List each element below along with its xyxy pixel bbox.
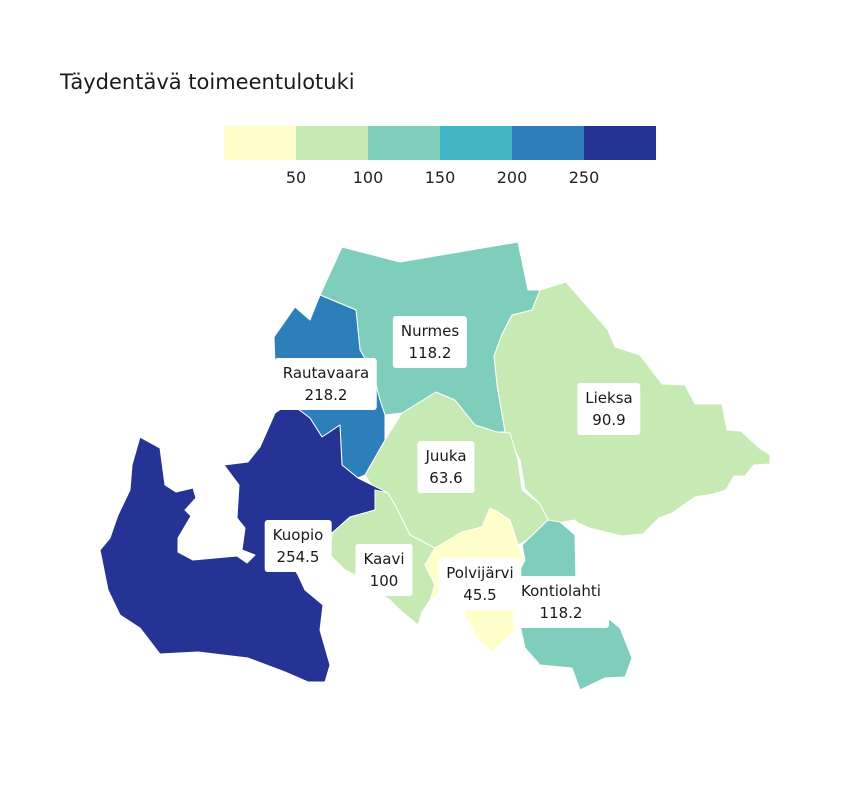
legend-ticks: 50 100 150 200 250 <box>224 168 656 190</box>
region-name: Kontiolahti <box>521 582 601 600</box>
label-polvijarvi: Polvijärvi 45.5 <box>438 558 522 610</box>
legend-swatch-4 <box>440 126 512 160</box>
label-rautavaara: Rautavaara 218.2 <box>274 358 378 410</box>
region-value: 118.2 <box>539 604 583 622</box>
label-lieksa: Lieksa 90.9 <box>577 383 641 435</box>
legend-tick-label: 250 <box>568 168 600 187</box>
label-kuopio: Kuopio 254.5 <box>264 520 332 572</box>
legend-swatch-2 <box>296 126 368 160</box>
label-kontiolahti: Kontiolahti 118.2 <box>513 576 609 628</box>
region-value: 90.9 <box>592 411 626 429</box>
region-kuopio[interactable] <box>99 402 389 683</box>
region-value: 254.5 <box>276 548 320 566</box>
region-value: 218.2 <box>304 386 348 404</box>
legend-swatch-1 <box>224 126 296 160</box>
region-name: Rautavaara <box>282 364 370 382</box>
legend-tick-label: 200 <box>496 168 528 187</box>
region-name: Juuka <box>425 447 467 465</box>
legend-tick-label: 100 <box>352 168 384 187</box>
legend-tick-label: 50 <box>285 168 307 187</box>
label-nurmes: Nurmes 118.2 <box>392 316 468 368</box>
map-title: Täydentävä toimeentulotuki <box>60 70 355 94</box>
region-value: 118.2 <box>408 344 452 362</box>
region-name: Polvijärvi <box>446 564 514 582</box>
label-kaavi: Kaavi 100 <box>355 544 413 596</box>
region-value: 100 <box>369 572 399 590</box>
legend-tick-label: 150 <box>424 168 456 187</box>
region-name: Nurmes <box>400 322 460 340</box>
region-value: 63.6 <box>429 469 463 487</box>
legend-swatch-3 <box>368 126 440 160</box>
region-name: Lieksa <box>585 389 633 407</box>
legend-swatch-6 <box>584 126 656 160</box>
region-value: 45.5 <box>463 586 497 604</box>
label-juuka: Juuka 63.6 <box>417 441 475 493</box>
color-legend <box>224 126 656 160</box>
region-name: Kaavi <box>363 550 405 568</box>
legend-swatch-5 <box>512 126 584 160</box>
region-name: Kuopio <box>272 526 324 544</box>
